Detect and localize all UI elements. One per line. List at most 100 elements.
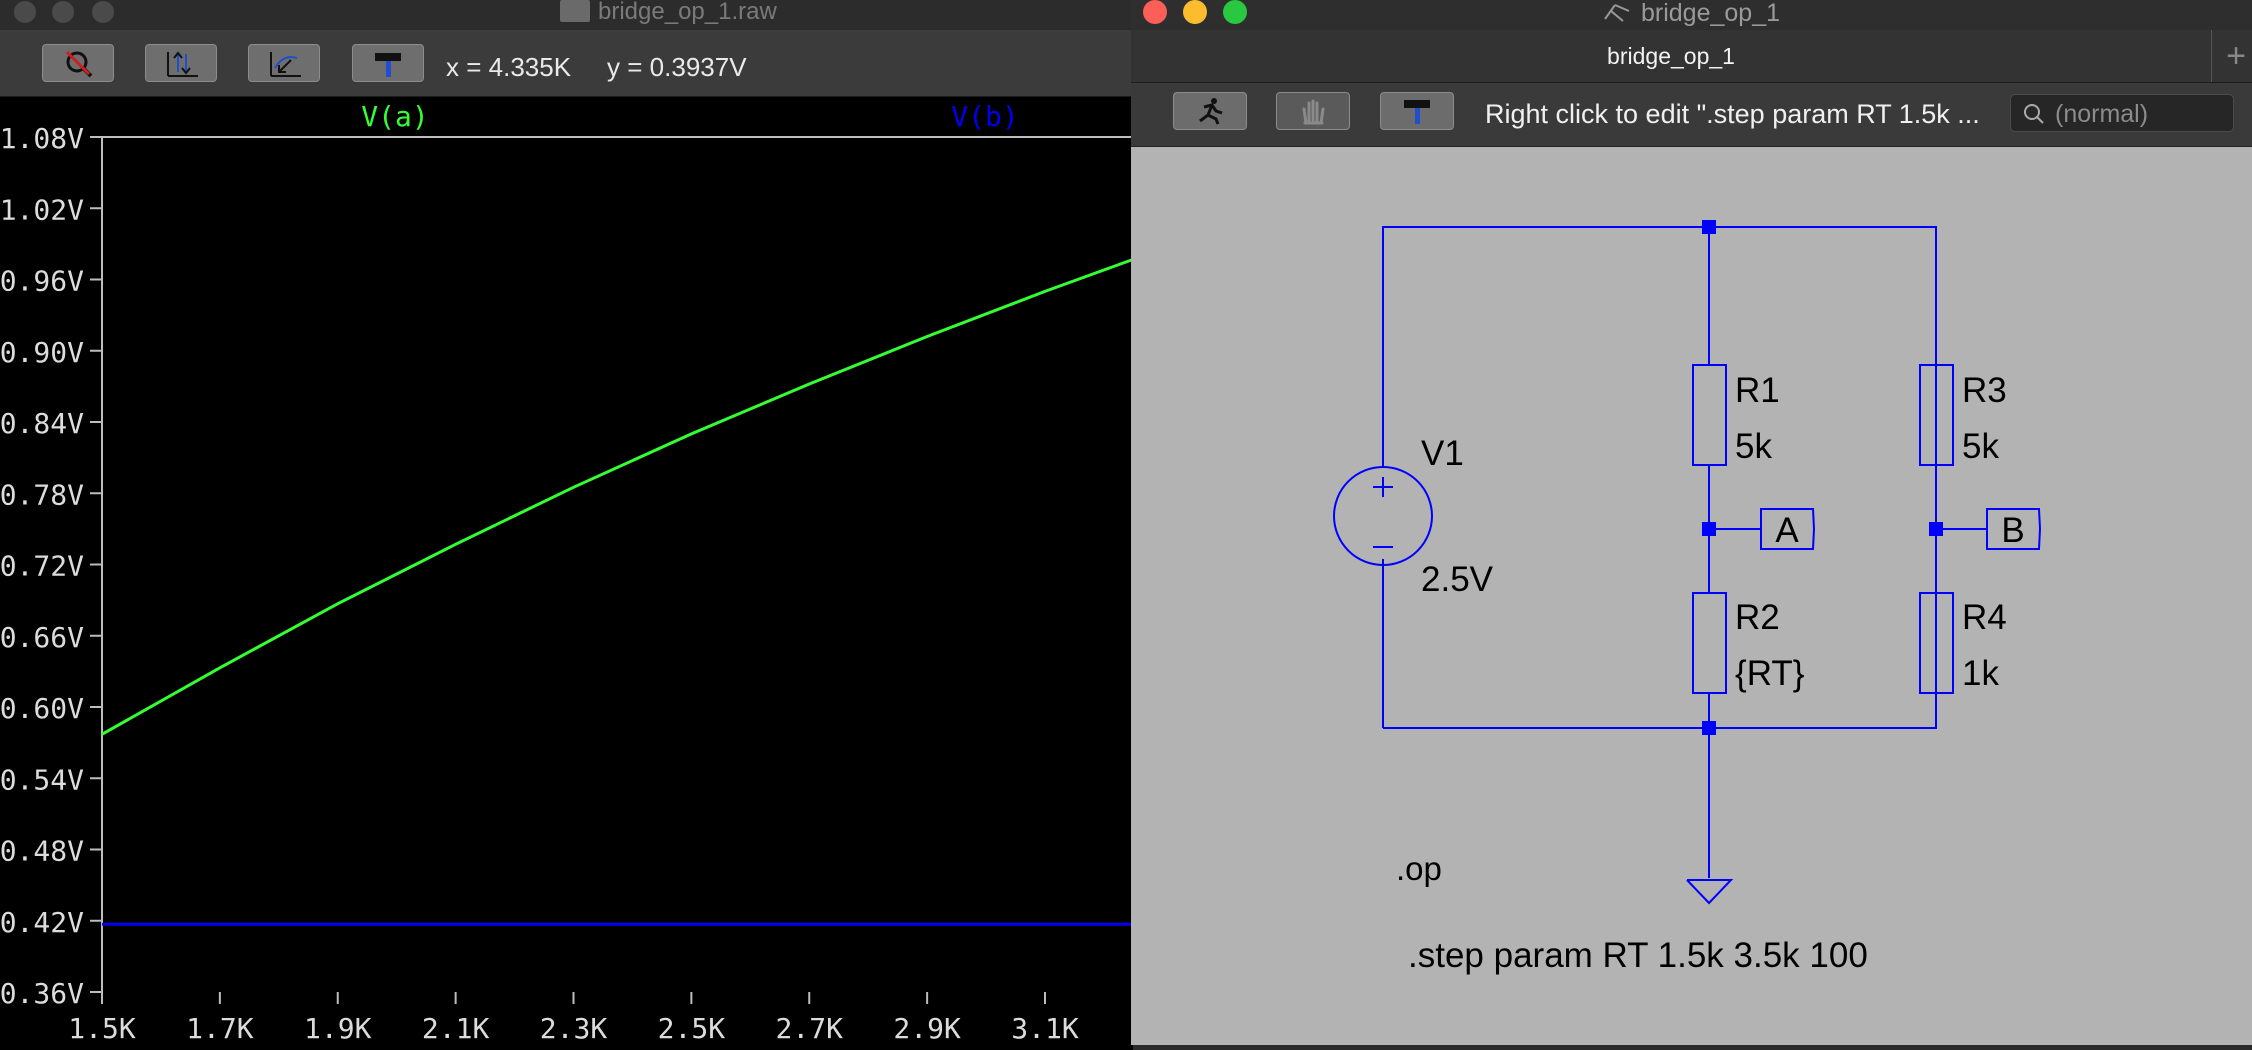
maximize-button[interactable]	[1223, 0, 1247, 24]
junction-dots	[1702, 220, 1943, 735]
window-close-button[interactable]	[14, 1, 36, 23]
resistor-symbol	[1692, 592, 1727, 694]
window-zoom-button[interactable]	[92, 1, 114, 23]
waveform-titlebar: bridge_op_1.raw	[0, 0, 1133, 30]
net-label-flag	[1760, 508, 1816, 550]
net-label-a-text: A	[1775, 511, 1799, 550]
schematic-canvas[interactable]: V1 2.5V R1 5k R2 {RT} R3 5k R4 1k	[1131, 147, 2252, 1045]
tab-bridge-op-1[interactable]: bridge_op_1	[1131, 30, 2212, 82]
r2-name: R2	[1735, 598, 1780, 637]
x-tick-label: 3.1K	[1011, 1012, 1079, 1045]
y-tick-label: 0.60V	[0, 692, 84, 725]
y-tick-label: 0.84V	[0, 407, 84, 440]
wires	[1382, 226, 1987, 878]
y-tick-label: 1.02V	[0, 193, 84, 226]
resistor-symbol	[1919, 592, 1954, 694]
edit-hammer-button[interactable]	[1380, 92, 1454, 130]
junction-dot	[1702, 721, 1716, 735]
schematic-titlebar: bridge_op_1	[1131, 0, 2252, 30]
y-tick-label: 0.96V	[0, 265, 84, 298]
window-minimize-button[interactable]	[52, 1, 74, 23]
net-label-a[interactable]: A	[1760, 508, 1816, 550]
autorange-button[interactable]	[145, 44, 217, 82]
junction-dot	[1929, 522, 1943, 536]
schematic-file-icon	[1604, 4, 1630, 22]
waveform-window: bridge_op_1.raw	[0, 0, 1133, 1050]
net-label-b-text: B	[2001, 511, 2024, 550]
pan-button[interactable]	[1276, 92, 1350, 130]
minimize-button[interactable]	[1183, 0, 1207, 24]
r1-name: R1	[1735, 371, 1780, 410]
cursor-readout: x = 4.335K y = 0.3937V	[446, 52, 783, 83]
trace-v-a[interactable]	[101, 249, 1133, 736]
r3-value: 5k	[1962, 427, 1999, 466]
y-tick-label: 0.54V	[0, 763, 84, 796]
schematic-title-text: bridge_op_1	[1641, 0, 1781, 27]
r4-name: R4	[1962, 598, 2007, 637]
search-icon	[2024, 104, 2044, 124]
run-icon	[1199, 98, 1223, 125]
schematic-window-title: bridge_op_1	[1601, 0, 1780, 28]
resistor-symbol	[1692, 364, 1727, 466]
y-tick-label: 0.90V	[0, 336, 84, 369]
x-tick-label: 2.7K	[776, 1012, 844, 1045]
resistor-r3[interactable]: R3 5k	[1919, 364, 2007, 466]
y-tick-label: 0.42V	[0, 906, 84, 939]
x-tick-label: 2.5K	[658, 1012, 726, 1045]
zoom-back-button[interactable]	[248, 44, 320, 82]
zoom-back-icon	[270, 52, 301, 77]
zoom-cancel-button[interactable]	[42, 44, 114, 82]
y-tick-label: 0.66V	[0, 621, 84, 654]
y-tick-label: 0.36V	[0, 977, 84, 1010]
junction-dot	[1702, 522, 1716, 536]
hammer-icon	[375, 53, 401, 77]
v1-name: V1	[1421, 434, 1464, 473]
ground-symbol[interactable]	[1686, 879, 1734, 905]
waveform-window-title: bridge_op_1.raw	[560, 0, 777, 26]
net-label-b[interactable]: B	[1986, 508, 2042, 550]
outer-loop-wire[interactable]	[1382, 226, 1937, 729]
close-button[interactable]	[1143, 0, 1167, 24]
status-hint: Right click to edit ".step param RT 1.5k…	[1485, 99, 1980, 129]
hammer-icon	[1404, 100, 1430, 124]
x-tick-label: 1.7K	[186, 1012, 254, 1045]
legend-va[interactable]: V(a)	[361, 100, 428, 133]
y-tick-label: 0.48V	[0, 835, 84, 868]
cursor-y-value: y = 0.3937V	[607, 52, 747, 82]
op-directive[interactable]: .op	[1396, 850, 1442, 887]
resistor-r1[interactable]: R1 5k	[1692, 364, 1780, 466]
run-button[interactable]	[1173, 92, 1247, 130]
resistor-r2[interactable]: R2 {RT}	[1692, 592, 1805, 694]
junction-dot	[1702, 220, 1716, 234]
legend-vb[interactable]: V(b)	[951, 100, 1018, 133]
waveform-toolbar: x = 4.335K y = 0.3937V	[0, 30, 1133, 97]
add-tab-button[interactable]: +	[2226, 37, 2246, 75]
cursor-x-value: x = 4.335K	[446, 52, 572, 82]
net-label-flag	[1986, 508, 2042, 550]
y-tick-label: 1.08V	[0, 122, 84, 155]
y-tick-label: 0.78V	[0, 478, 84, 511]
r3-name: R3	[1962, 371, 2007, 410]
tab-bar: bridge_op_1 +	[1131, 30, 2252, 83]
zoom-cancel-icon	[65, 50, 93, 78]
raw-file-icon	[560, 0, 590, 22]
waveform-title-text: bridge_op_1.raw	[598, 0, 777, 25]
r1-value: 5k	[1735, 427, 1772, 466]
search-box[interactable]	[2010, 94, 2234, 132]
step-directive[interactable]: .step param RT 1.5k 3.5k 100	[1408, 936, 1868, 975]
x-tick-label: 2.9K	[893, 1012, 961, 1045]
autorange-icon	[167, 51, 198, 77]
resistor-r4[interactable]: R4 1k	[1919, 592, 2007, 694]
resistor-symbol	[1919, 364, 1954, 466]
x-tick-label: 2.1K	[422, 1012, 490, 1045]
x-tick-label: 1.9K	[304, 1012, 372, 1045]
schematic-window: bridge_op_1 bridge_op_1 + Right cl	[1131, 0, 2252, 1045]
search-input[interactable]	[2053, 97, 2232, 131]
waveform-plot[interactable]: V(a) V(b) 1.08V 1.02V 0.96V 0.90V 0.84V 0.78V 0…	[0, 97, 1133, 1050]
edit-hammer-button[interactable]	[352, 44, 424, 82]
x-tick-label: 1.5K	[68, 1012, 136, 1045]
voltage-source-v1[interactable]: V1 2.5V	[1333, 434, 1494, 599]
schematic-toolbar: Right click to edit ".step param RT 1.5k…	[1131, 83, 2252, 147]
x-tick-label: 2.3K	[540, 1012, 608, 1045]
r2-value: {RT}	[1735, 654, 1805, 693]
